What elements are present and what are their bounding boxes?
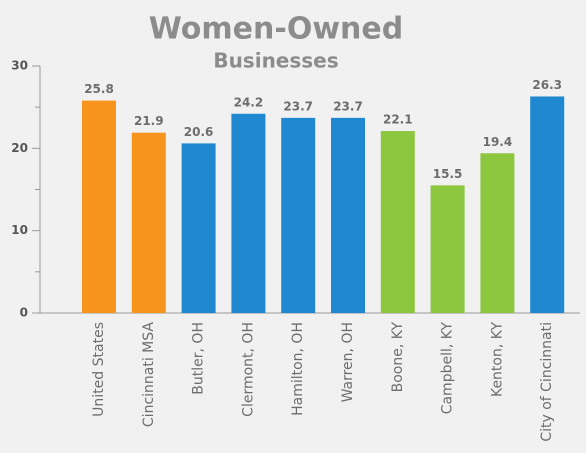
value-label: 23.7 xyxy=(283,99,313,113)
x-tick-label: Butler, OH xyxy=(191,322,207,395)
value-label: 25.8 xyxy=(84,82,114,96)
value-label: 24.2 xyxy=(234,95,264,109)
value-label: 21.9 xyxy=(134,114,164,128)
bar xyxy=(331,117,365,314)
y-tick-label: 30 xyxy=(11,59,28,73)
x-tick-label: Campbell, KY xyxy=(440,322,456,415)
x-tick-label: Warren, OH xyxy=(340,322,356,402)
value-label: 23.7 xyxy=(333,99,363,113)
bar xyxy=(380,131,415,313)
bar xyxy=(281,117,316,314)
bar xyxy=(231,113,266,314)
x-tick-label: Cincinnati MSA xyxy=(141,322,157,428)
chart-title: Women-Owned xyxy=(149,12,403,47)
value-label: 20.6 xyxy=(184,125,214,139)
x-tick-label: Hamilton, OH xyxy=(290,322,306,416)
x-tick-label: City of Cincinnati xyxy=(539,322,555,442)
y-tick-label: 20 xyxy=(11,141,28,155)
bar xyxy=(480,153,515,313)
bar xyxy=(181,143,216,313)
bar xyxy=(530,96,565,313)
value-label: 22.1 xyxy=(383,113,413,127)
chart-subtitle: Businesses xyxy=(213,49,338,73)
value-label: 26.3 xyxy=(532,78,562,92)
bar xyxy=(430,185,465,313)
x-tick-label: Clermont, OH xyxy=(240,322,256,417)
value-label: 19.4 xyxy=(483,135,513,149)
y-tick-label: 10 xyxy=(11,223,28,237)
y-tick-label: 0 xyxy=(20,306,28,320)
bar xyxy=(82,100,116,313)
x-tick-label: United States xyxy=(91,322,107,417)
x-tick-label: Kenton, KY xyxy=(489,322,505,397)
bar xyxy=(131,132,166,313)
value-label: 15.5 xyxy=(433,167,463,181)
x-tick-label: Boone, KY xyxy=(390,322,406,393)
